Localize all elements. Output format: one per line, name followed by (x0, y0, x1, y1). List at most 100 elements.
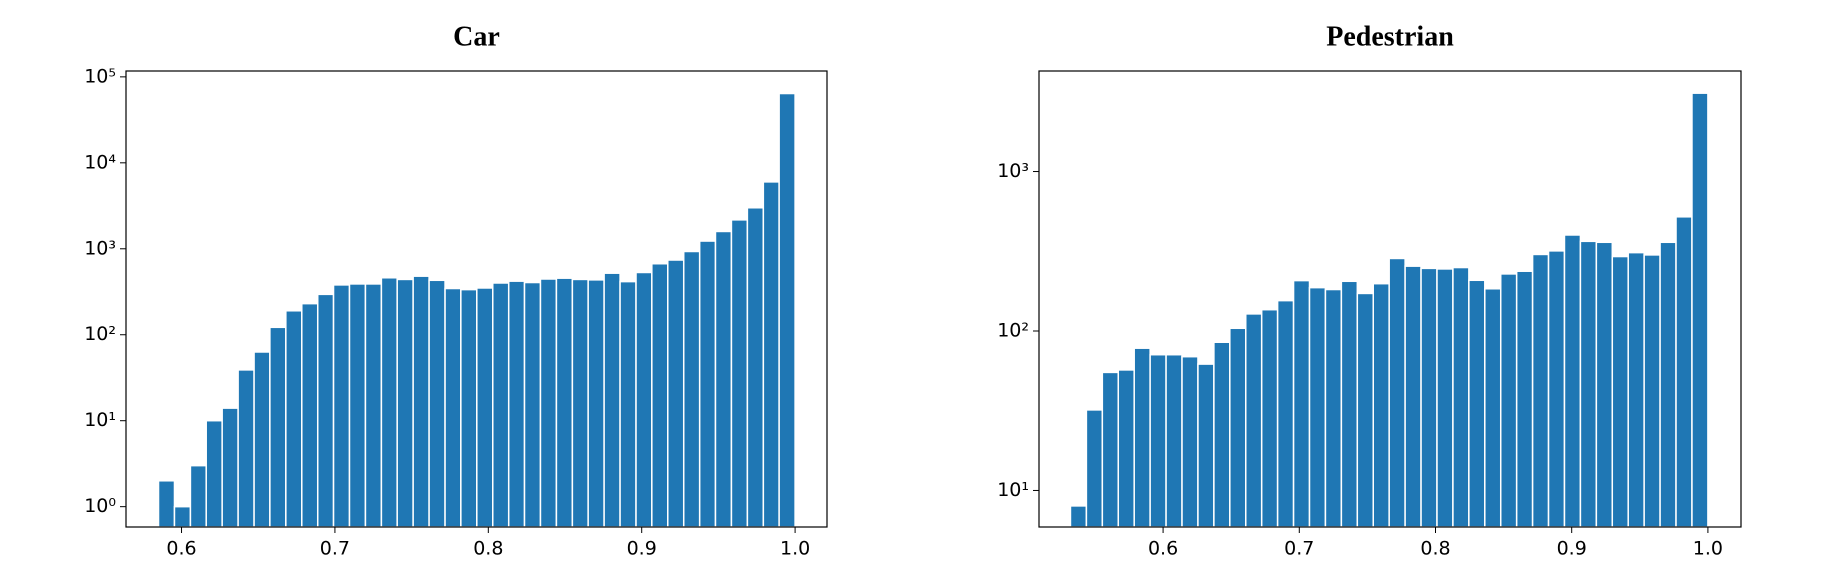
axes-frame (125, 70, 828, 528)
bar (492, 282, 510, 528)
bar (539, 278, 558, 528)
bar (380, 277, 398, 528)
bar (1531, 253, 1550, 528)
bar (682, 250, 701, 528)
bar (1276, 299, 1295, 528)
bar (476, 287, 494, 528)
bar (173, 505, 192, 528)
y-tick-label: 10⁰ (84, 495, 116, 517)
bar (237, 369, 255, 528)
bar (1149, 353, 1167, 528)
bar (348, 283, 367, 528)
bar (1101, 371, 1120, 528)
y-tick-label: 10² (84, 323, 116, 345)
bar (1292, 279, 1311, 528)
bar (1372, 282, 1390, 528)
bar (1165, 353, 1183, 528)
bar (698, 240, 717, 528)
bar (1468, 279, 1486, 528)
bar (1452, 266, 1470, 528)
bar (730, 219, 749, 528)
bar (1595, 241, 1614, 528)
y-tick-label: 10⁵ (84, 65, 116, 87)
bar (301, 302, 319, 528)
x-tick-label: 0.8 (473, 538, 503, 560)
bar (1675, 216, 1693, 528)
bar (667, 259, 685, 528)
bar (189, 464, 207, 528)
bar (396, 278, 414, 528)
x-tick-label: 0.6 (1148, 538, 1178, 560)
x-tick-label: 0.8 (1420, 538, 1450, 560)
bar (269, 326, 287, 528)
axes-frame (1038, 70, 1742, 528)
bar (1340, 280, 1359, 528)
bar (1117, 369, 1135, 528)
bar (587, 279, 605, 528)
chart-title: Pedestrian (1326, 21, 1454, 52)
bar (1499, 273, 1518, 528)
bar (1388, 257, 1406, 528)
y-tick-label: 10¹ (84, 409, 116, 431)
bar (205, 419, 223, 528)
bar (1245, 313, 1263, 528)
bar (746, 207, 765, 528)
x-tick-label: 0.9 (1557, 538, 1587, 560)
bar (1229, 327, 1247, 528)
x-tick-label: 0.9 (627, 538, 657, 560)
bar (332, 284, 351, 528)
bar (253, 351, 271, 528)
bar (1260, 308, 1279, 528)
bar (1563, 234, 1582, 528)
bar (316, 293, 335, 528)
bar (285, 310, 303, 528)
bar (444, 287, 462, 528)
y-tick-label: 10² (997, 319, 1029, 341)
bar (1659, 241, 1677, 528)
bar (1579, 240, 1598, 528)
bar (1213, 341, 1231, 528)
bar (1181, 355, 1199, 528)
bar (619, 280, 637, 528)
bar (1515, 270, 1534, 528)
bar (460, 288, 478, 528)
bar (1436, 268, 1454, 528)
bar (1547, 250, 1566, 528)
bar (1627, 251, 1645, 528)
y-tick-label: 10⁴ (84, 151, 116, 173)
bar (762, 181, 780, 528)
bar (364, 283, 383, 528)
y-tick-label: 10³ (997, 160, 1029, 182)
bar (1197, 363, 1215, 528)
bar (1611, 255, 1629, 528)
x-tick-label: 1.0 (780, 538, 810, 560)
bar (507, 280, 526, 528)
bar (571, 278, 589, 528)
x-tick-label: 1.0 (1693, 538, 1723, 560)
bar (157, 480, 176, 528)
bar (412, 275, 430, 528)
bar (1356, 292, 1374, 528)
y-tick-label: 10¹ (997, 479, 1029, 501)
bar (1691, 92, 1709, 528)
bar (1404, 265, 1422, 528)
bar (523, 281, 542, 528)
x-tick-label: 0.7 (1284, 538, 1314, 560)
bar (1133, 347, 1151, 528)
y-tick-label: 10³ (84, 237, 116, 259)
bar (428, 279, 446, 528)
chart-title: Car (453, 21, 500, 52)
x-tick-label: 0.6 (166, 538, 196, 560)
bar (651, 262, 669, 528)
bar (1643, 254, 1661, 528)
bar (714, 230, 733, 528)
bar (635, 271, 653, 528)
bar (555, 277, 574, 528)
bar (778, 92, 796, 528)
bar (603, 272, 621, 528)
bar (1484, 288, 1502, 528)
bar (1420, 267, 1438, 528)
bar (221, 407, 239, 528)
bar (1324, 288, 1343, 528)
